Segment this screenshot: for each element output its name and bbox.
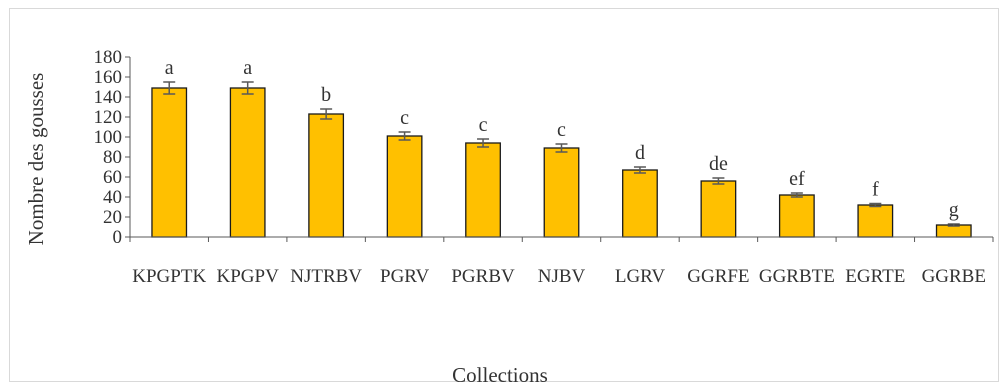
bar: [229, 87, 266, 238]
bar: [935, 224, 972, 238]
y-tick-label: 120: [94, 107, 123, 128]
y-tick-label: 160: [94, 67, 123, 88]
significance-letter: de: [709, 153, 728, 175]
error-bars: [163, 81, 960, 227]
x-category-label: NJTRBV: [290, 266, 362, 287]
bar: [622, 169, 658, 238]
x-category-label: KPGPTK: [132, 266, 206, 287]
bar: [465, 142, 501, 238]
bar: [778, 194, 815, 238]
x-category-label: PGRV: [380, 266, 429, 287]
y-tick-label: 60: [103, 167, 122, 188]
y-tick-label: 100: [94, 127, 123, 148]
x-category-label: GGRBTE: [759, 266, 835, 287]
x-axis-categories: KPGPTK KPGPV NJTRBV PGRV PGRBV NJBV LGRV GGRFE G…: [129, 237, 994, 287]
significance-letter: b: [321, 84, 331, 106]
x-category-label: PGRBV: [451, 266, 515, 287]
x-category-label: LGRV: [615, 266, 665, 287]
y-tick-label: 40: [103, 187, 122, 208]
bar: [386, 135, 423, 238]
y-tick-label: 0: [113, 227, 123, 248]
x-axis-title: Collections: [452, 363, 548, 385]
bar: [308, 113, 345, 238]
significance-letter: a: [165, 57, 174, 79]
y-axis-title: Nombre des gousses: [24, 73, 48, 246]
significance-letter: ef: [789, 168, 805, 190]
x-category-label: EGRTE: [845, 266, 905, 287]
significance-letter: d: [635, 142, 645, 164]
bar: [543, 147, 580, 238]
significance-letter: g: [949, 199, 959, 221]
x-category-label: KPGPV: [217, 266, 280, 287]
y-tick-label: 140: [94, 87, 123, 108]
y-tick-label: 80: [103, 147, 122, 168]
x-category-label: GGRFE: [687, 266, 749, 287]
bars: [151, 87, 972, 238]
x-category-label: NJBV: [538, 266, 586, 287]
bar: [857, 204, 894, 238]
significance-letter: c: [557, 119, 566, 141]
bar: [151, 87, 188, 238]
y-tick-label: 20: [103, 207, 122, 228]
significance-letter: f: [872, 179, 879, 201]
bar: [700, 180, 737, 238]
significance-letters: a a b c c c d de ef f g: [165, 57, 959, 221]
significance-letter: a: [243, 57, 252, 79]
y-tick-label: 180: [94, 47, 123, 68]
x-category-label: GGRBE: [922, 266, 986, 287]
significance-letter: c: [400, 107, 409, 129]
significance-letter: c: [479, 114, 488, 136]
